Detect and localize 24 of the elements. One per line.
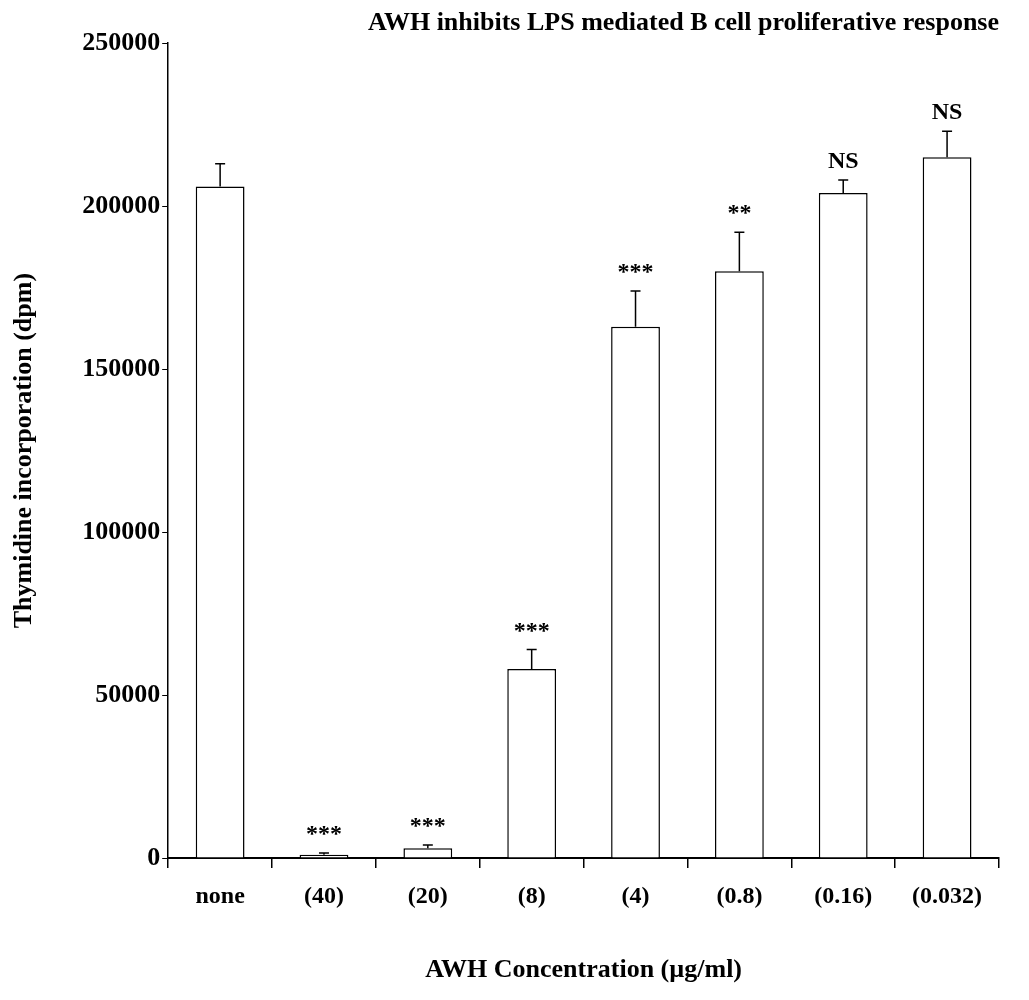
annotation: *** — [513, 616, 550, 643]
annotation: *** — [617, 258, 654, 285]
annotation: ** — [727, 199, 752, 226]
y-tick-label: 250000 — [82, 26, 161, 56]
x-tick-label: (0.8) — [716, 881, 763, 908]
x-tick-label: (40) — [303, 881, 344, 908]
x-tick-label: (0.16) — [814, 881, 873, 908]
y-tick-label: 150000 — [82, 352, 161, 382]
annotation: NS — [931, 98, 963, 125]
x-tick-label: none — [195, 881, 246, 908]
x-axis-title: AWH Concentration (µg/ml) — [425, 954, 743, 984]
annotation: *** — [409, 812, 446, 839]
chart-title: AWH inhibits LPS mediated B cell proliferative response — [368, 7, 999, 37]
x-tick-label: (8) — [517, 881, 546, 908]
y-tick-label: 0 — [147, 841, 161, 871]
x-tick-label: (20) — [407, 881, 448, 908]
annotation: NS — [827, 147, 859, 174]
y-axis-title: Thymidine incorporation (dpm) — [8, 272, 38, 629]
x-tick-label: (4) — [621, 881, 650, 908]
y-tick-label: 50000 — [95, 678, 161, 708]
x-tick-label: (0.032) — [912, 881, 983, 908]
y-tick-label: 100000 — [82, 515, 161, 545]
y-tick-label: 200000 — [82, 189, 161, 219]
annotation: *** — [305, 820, 342, 847]
